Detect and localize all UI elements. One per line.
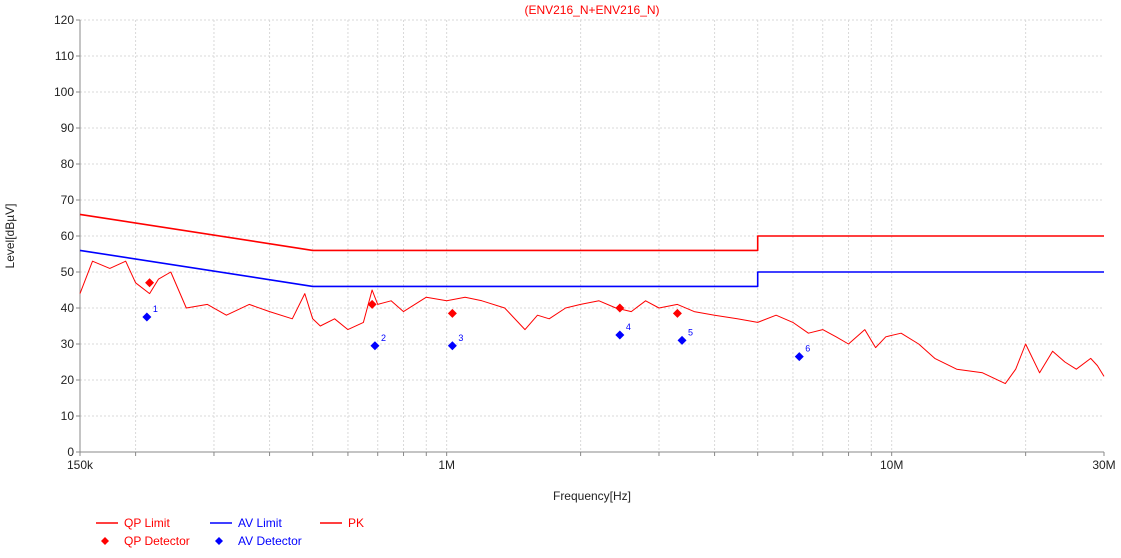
x-tick-label: 10M bbox=[880, 458, 903, 472]
legend-label-av-detector: AV Detector bbox=[238, 534, 302, 548]
legend-swatch-qp-detector bbox=[101, 537, 109, 545]
y-axis-label: Level[dBµV] bbox=[3, 204, 17, 269]
av-detector-point bbox=[794, 352, 804, 362]
chart-title: (ENV216_N+ENV216_N) bbox=[524, 3, 659, 17]
y-tick-labels: 0 10 20 30 40 50 60 70 80 90 100 110 120 bbox=[54, 13, 80, 459]
series-pk bbox=[79, 260, 1105, 385]
series-av-limit bbox=[79, 249, 1104, 288]
y-tick-label: 120 bbox=[54, 13, 74, 27]
plot-area bbox=[79, 213, 1105, 385]
y-tick-label: 0 bbox=[67, 445, 74, 459]
qp-detector-point bbox=[447, 308, 457, 318]
av-detector-point bbox=[142, 312, 152, 322]
y-tick-label: 50 bbox=[61, 265, 75, 279]
x-tick-label: 150k bbox=[67, 458, 94, 472]
x-tick-labels: 150k 1M 10M 30M bbox=[67, 452, 1116, 472]
y-tick-label: 70 bbox=[61, 193, 75, 207]
x-axis-label: Frequency[Hz] bbox=[553, 489, 631, 503]
y-tick-label: 100 bbox=[54, 85, 74, 99]
y-tick-label: 90 bbox=[61, 121, 75, 135]
y-tick-label: 30 bbox=[61, 337, 75, 351]
av-detector-point bbox=[615, 330, 625, 340]
legend-label-pk: PK bbox=[348, 516, 364, 530]
legend-label-qp-detector: QP Detector bbox=[124, 534, 190, 548]
av-detector-label: 1 bbox=[153, 304, 158, 314]
av-detector-point bbox=[370, 341, 380, 351]
y-tick-label: 20 bbox=[61, 373, 75, 387]
series-qp-limit bbox=[79, 213, 1104, 252]
legend-label-av-limit: AV Limit bbox=[238, 516, 282, 530]
legend-swatch-av-detector bbox=[215, 537, 223, 545]
qp-detector-point bbox=[145, 278, 155, 288]
y-tick-label: 40 bbox=[61, 301, 75, 315]
av-detector-label: 2 bbox=[381, 333, 386, 343]
av-detector-label: 4 bbox=[626, 322, 631, 332]
x-tick-label: 30M bbox=[1092, 458, 1115, 472]
detector-markers: 1 2 3 4 5 6 bbox=[142, 278, 810, 362]
y-tick-label: 110 bbox=[55, 49, 74, 63]
legend: QP Limit AV Limit PK QP Detector AV Detector bbox=[96, 516, 364, 548]
av-detector-point bbox=[677, 335, 687, 345]
legend-label-qp-limit: QP Limit bbox=[124, 516, 170, 530]
y-tick-label: 10 bbox=[61, 409, 75, 423]
qp-detector-point bbox=[672, 308, 682, 318]
av-detector-label: 3 bbox=[458, 333, 463, 343]
y-tick-label: 80 bbox=[61, 157, 75, 171]
y-tick-label: 60 bbox=[61, 229, 75, 243]
qp-detector-point bbox=[367, 299, 377, 309]
av-detector-label: 6 bbox=[805, 344, 810, 354]
x-tick-label: 1M bbox=[438, 458, 455, 472]
qp-detector-point bbox=[615, 303, 625, 313]
av-detector-point bbox=[447, 341, 457, 351]
av-detector-label: 5 bbox=[688, 327, 693, 337]
